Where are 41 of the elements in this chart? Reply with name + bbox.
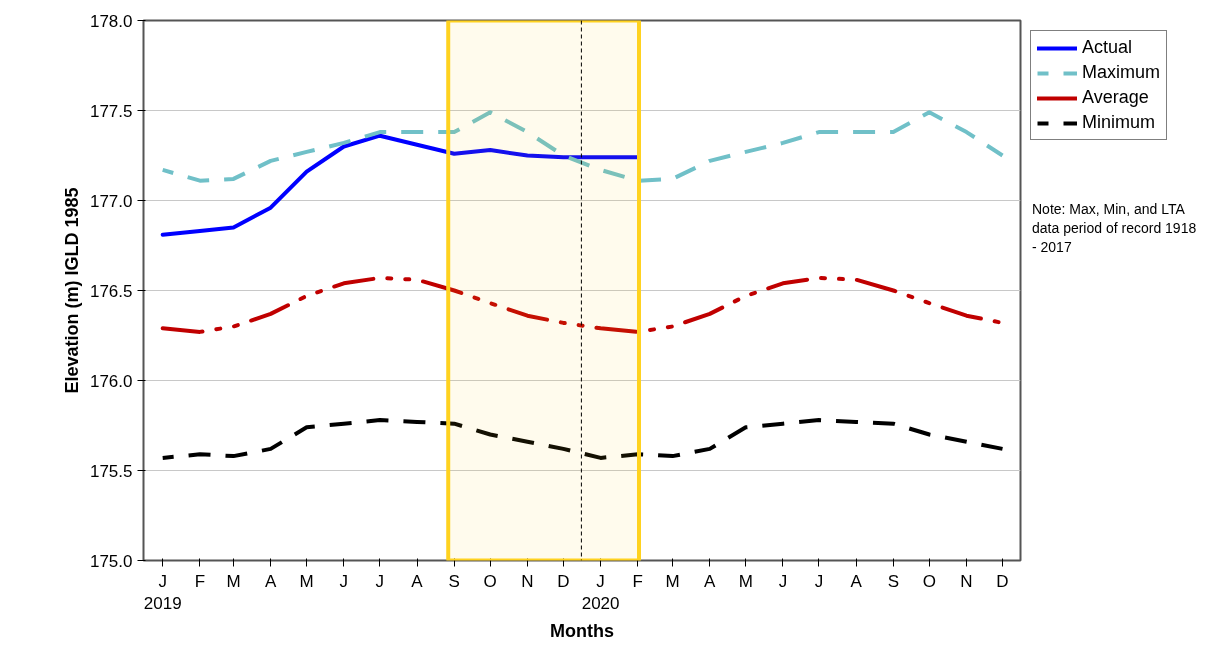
legend-label: Minimum <box>1082 112 1156 133</box>
x-tick-label: N <box>960 571 973 591</box>
x-axis-title: Months <box>550 621 614 642</box>
x-tick-label: J <box>814 571 824 591</box>
y-tick-label: 178.0 <box>89 11 133 31</box>
x-tick-label: M <box>299 571 314 591</box>
y-tick-label: 176.5 <box>89 281 133 301</box>
line-series <box>160 418 1005 460</box>
x-tick-label: N <box>521 571 534 591</box>
x-tick-label: D <box>996 571 1009 591</box>
x-tick-label: O <box>922 571 936 591</box>
x-tick-label: J <box>778 571 788 591</box>
x-tick-label: M <box>226 571 241 591</box>
legend-label: Average <box>1082 87 1149 108</box>
x-tick-label: F <box>632 571 643 591</box>
text: Note: Max, Min, and LTA data period of record 1918 - 2017 <box>1032 200 1197 257</box>
y-tick-label: 176.0 <box>89 371 133 391</box>
x-tick-label: M <box>738 571 753 591</box>
x-tick-label: J 2019 <box>143 571 182 614</box>
y-tick-label: 175.0 <box>89 551 133 571</box>
x-tick-label: J <box>339 571 349 591</box>
legend-label: Maximum <box>1082 62 1161 83</box>
x-tick-label: A <box>850 571 863 591</box>
x-tick-label: S <box>448 571 460 591</box>
x-tick-label: O <box>483 571 497 591</box>
x-tick-label: J <box>375 571 385 591</box>
line-series <box>160 110 1005 183</box>
y-tick-label: 177.5 <box>89 101 133 121</box>
line-series <box>160 133 640 237</box>
x-tick-label: J 2020 <box>581 571 620 614</box>
legend-label: Actual <box>1082 37 1133 58</box>
x-tick-label: A <box>704 571 717 591</box>
x-tick-label: A <box>411 571 424 591</box>
y-tick-label: 175.5 <box>89 461 133 481</box>
y-axis-title: Elevation (m) IGLD 1985 <box>61 187 82 394</box>
x-tick-label: D <box>557 571 570 591</box>
y-tick-label: 177.0 <box>89 191 133 211</box>
x-tick-label: M <box>665 571 680 591</box>
x-tick-label: S <box>887 571 899 591</box>
x-tick-label: A <box>265 571 277 591</box>
x-tick-label: F <box>194 571 206 591</box>
